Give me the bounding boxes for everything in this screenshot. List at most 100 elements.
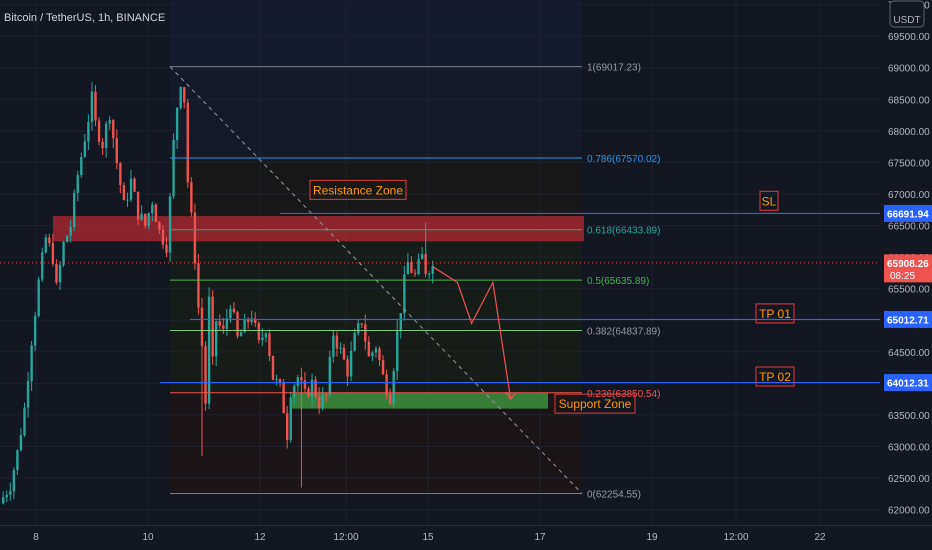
price-tick-label: 63500.00 (888, 411, 930, 422)
candle-body (424, 254, 427, 274)
candle-body (12, 470, 16, 492)
candle-body (197, 263, 200, 308)
tp01-label[interactable]: TP 01 (755, 303, 795, 324)
candle-body (23, 407, 26, 436)
candle-body (33, 315, 37, 346)
candle-body (310, 379, 314, 397)
candle-body (321, 394, 324, 408)
candle-body (26, 381, 30, 408)
candle-body (147, 213, 150, 226)
time-tick-label: 10 (142, 532, 154, 543)
candle-body (19, 435, 23, 451)
currency-label: USDT (893, 15, 920, 26)
candle-body (232, 308, 236, 313)
candle-body (243, 318, 246, 333)
price-axis[interactable]: 70000.0069500.0069000.0068500.0068000.00… (884, 0, 932, 526)
current-price-tag-value: 65908.26 (887, 259, 929, 270)
time-axis-bg (0, 526, 932, 550)
candle-body (339, 347, 342, 349)
tp02-label-border (755, 366, 795, 387)
candle-body (69, 226, 72, 236)
candle-body (168, 196, 172, 253)
fib-level-label: 0.786(67570.02) (587, 154, 660, 165)
candle-body (80, 156, 83, 176)
candle-body (136, 191, 140, 220)
price-tick-label: 67500.00 (888, 158, 930, 169)
resistance-zone-label[interactable]: Resistance Zone (309, 179, 407, 200)
candle-body (378, 348, 381, 361)
candle-body (374, 348, 378, 353)
candle-body (392, 371, 395, 405)
horizontal-lines (0, 212, 880, 384)
price-tag-tp-02-value: 64012.31 (887, 379, 929, 390)
time-tick-label: 17 (534, 532, 546, 543)
candle-body (314, 379, 317, 397)
candle-body (410, 262, 413, 273)
candle-body (268, 333, 271, 356)
candle-body (30, 345, 33, 382)
candle-body (55, 263, 58, 283)
candle-body (140, 213, 143, 220)
candle-body (179, 87, 182, 108)
time-tick-label: 12 (254, 532, 266, 543)
support-zone-label-text: Support Zone (559, 397, 632, 411)
tp01-label-border (755, 303, 795, 324)
candle-body (172, 139, 175, 197)
currency-badge[interactable]: USDT (889, 0, 925, 28)
candle-body (154, 204, 158, 223)
price-tick-label: 65500.00 (888, 285, 930, 296)
candle-body (207, 296, 211, 404)
fib-level-label: 0.618(66433.89) (587, 226, 660, 237)
fib-level-label: 1(69017.23) (587, 63, 641, 74)
candle-body (186, 102, 189, 183)
projection-arrow-icon (505, 391, 517, 401)
sl-label-text: SL (762, 194, 777, 208)
price-tag-tp-02-bg (884, 374, 932, 392)
candle-body (286, 413, 289, 440)
price-tick-label: 62000.00 (888, 506, 930, 517)
candle-body (349, 350, 353, 377)
candle-body (431, 266, 434, 274)
fib-band (170, 66, 582, 158)
time-tick-label: 12:00 (723, 532, 748, 543)
sl-label[interactable]: SL (759, 190, 779, 211)
support-zone-label-border (554, 393, 636, 414)
candle-body (122, 185, 126, 201)
current-price-tag-bg (884, 254, 932, 283)
candle-body (428, 273, 431, 275)
candle-body (399, 313, 402, 331)
candle-body (371, 352, 374, 357)
candle-body (48, 237, 51, 244)
candle-body (317, 396, 321, 408)
fib-band-top (170, 0, 582, 67)
candle-body (296, 377, 300, 386)
current-price-tag-countdown: 08:25 (890, 271, 915, 282)
candle-body (225, 317, 229, 329)
tp02-label[interactable]: TP 02 (755, 366, 795, 387)
fibonacci-levels: 1(69017.23) 0.786(67570.02) 0.618(66433.89… (169, 63, 660, 501)
candle-body (381, 360, 385, 375)
candle-body (293, 385, 296, 398)
time-tick-label: 19 (646, 532, 658, 543)
candle-body (215, 321, 218, 357)
price-tick-label: 64500.00 (888, 348, 930, 359)
support-zone-label[interactable]: Support Zone (554, 393, 636, 414)
candle-body (104, 123, 108, 149)
candle-body (108, 120, 111, 124)
candle-body (76, 175, 79, 193)
fib-level-label: 0.5(65635.89) (587, 276, 649, 287)
candle-body (229, 308, 232, 318)
candle-body (403, 274, 406, 314)
candle-body (41, 252, 44, 280)
annotations[interactable]: Resistance Zone Support Zone SL TP 01 TP 02 (309, 179, 795, 414)
candle-body (325, 394, 328, 396)
candle-body (193, 212, 197, 264)
candle-body (190, 182, 193, 213)
candle-body (165, 244, 168, 253)
time-axis[interactable]: 8 10 12 12:00 15 17 19 12:00 22 (0, 525, 932, 550)
grid-lines (0, 0, 880, 524)
projection-line (432, 266, 512, 400)
candle-body (360, 323, 363, 325)
price-tick-label: 62500.00 (888, 474, 930, 485)
